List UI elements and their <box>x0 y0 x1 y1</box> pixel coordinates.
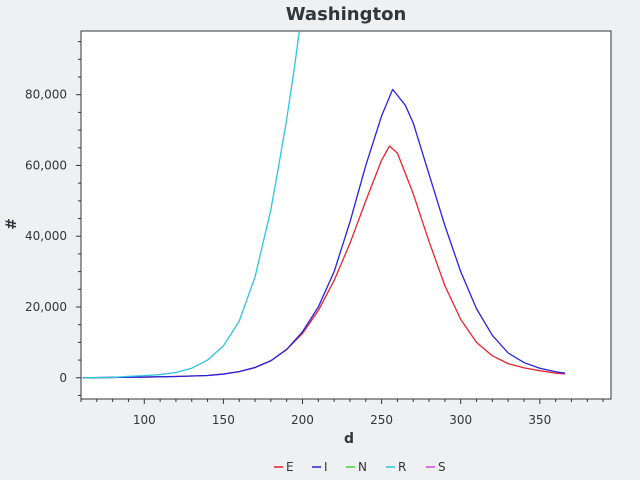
series-line-I <box>82 88 566 379</box>
series-line-R <box>82 31 300 379</box>
y-axis-title: # <box>4 218 20 230</box>
y-tick-label: 60,000 <box>25 158 67 172</box>
x-axis-title: d <box>344 431 354 447</box>
x-tick-label: 200 <box>291 413 314 427</box>
x-tick-label: 300 <box>449 413 472 427</box>
legend-item-N: N <box>346 460 367 474</box>
x-tick-label: 100 <box>133 413 156 427</box>
axis-layer: 0 20,000 40,000 60,000 80,000 100 150 200 250 300… <box>25 41 604 427</box>
x-tick-label: 150 <box>212 413 235 427</box>
legend-item-S: S <box>426 460 446 474</box>
legend-label: N <box>358 460 367 474</box>
x-tick-label: 250 <box>370 413 393 427</box>
plot-area <box>80 30 612 400</box>
legend-item-R: R <box>386 460 406 474</box>
legend-label: S <box>438 460 446 474</box>
y-tick-label: 80,000 <box>25 88 67 102</box>
legend-label: E <box>286 460 294 474</box>
series-layer <box>82 31 566 379</box>
y-tick-label: 0 <box>59 371 67 385</box>
x-tick-label: 350 <box>528 413 551 427</box>
legend-item-E: E <box>274 460 294 474</box>
legend-item-I: I <box>312 460 328 474</box>
legend-label: R <box>398 460 406 474</box>
legend-label: I <box>324 460 328 474</box>
y-tick-label: 20,000 <box>25 300 67 314</box>
y-tick-label: 40,000 <box>25 229 67 243</box>
chart-title: Washington <box>286 4 407 25</box>
